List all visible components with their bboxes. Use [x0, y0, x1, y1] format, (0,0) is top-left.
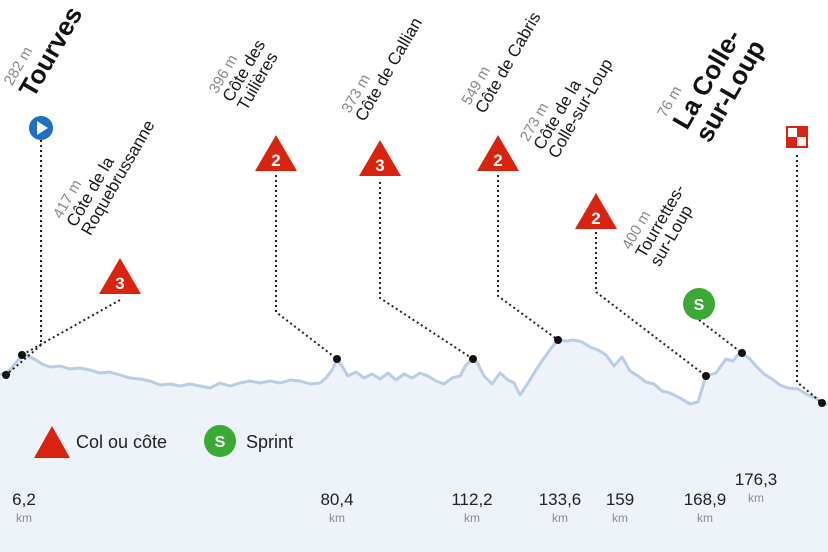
sprint-letter: S — [694, 297, 705, 314]
climb-markers: 3 2 3 2 2 — [99, 135, 617, 294]
km-value-2: 80,4 — [320, 490, 354, 509]
km-marker-3: 112,2 km — [444, 491, 500, 524]
km-unit-3: km — [464, 511, 480, 525]
km-value-5: 159 — [605, 490, 635, 509]
climb-3-leader — [379, 182, 474, 360]
km-marker-6: 168,9 km — [677, 491, 733, 524]
point-sprint — [738, 349, 746, 357]
point-finish — [818, 399, 826, 407]
start-leader — [5, 140, 42, 376]
start-icon — [29, 116, 53, 140]
finish-flag-icon — [786, 126, 808, 148]
km-unit-1: km — [16, 511, 32, 525]
climb-cat-4: 2 — [493, 151, 502, 170]
climb-marker-4: 2 — [477, 135, 519, 171]
km-unit-2: km — [329, 511, 345, 525]
km-marker-5: 159 km — [600, 491, 640, 524]
legend-sprint-letter: S — [215, 434, 226, 451]
km-value-1: 6,2 — [12, 490, 36, 509]
climb-cat-5: 2 — [591, 209, 600, 228]
legend-sprint: Sprint — [246, 426, 293, 458]
profile-points — [2, 336, 826, 407]
km-unit-7: km — [748, 491, 764, 505]
sprint-leader — [698, 319, 743, 354]
climb-4-leader — [497, 175, 559, 341]
point-climb-5 — [702, 372, 710, 380]
km-marker-7: 176,3 km — [728, 471, 784, 504]
point-start — [2, 371, 10, 379]
climb-marker-5: 2 — [575, 193, 617, 229]
sprint-marker: S — [683, 288, 715, 320]
km-unit-4: km — [552, 511, 568, 525]
climb-marker-1: 3 — [99, 258, 141, 294]
climb-5-leader — [595, 232, 707, 377]
legend-climb: Col ou côte — [76, 426, 167, 458]
legend-icons: S — [34, 425, 236, 458]
km-value-4: 133,6 — [538, 490, 582, 509]
km-marker-1: 6,2 km — [2, 491, 46, 524]
climb-marker-3: 3 — [359, 140, 401, 176]
point-climb-3 — [469, 355, 477, 363]
km-value-7: 176,3 — [734, 470, 778, 489]
elevation-line — [0, 338, 828, 407]
leader-lines — [5, 140, 823, 404]
climb-cat-1: 3 — [115, 274, 124, 293]
finish-leader — [796, 155, 823, 404]
climb-2-leader — [275, 175, 338, 360]
legend-triangle-icon — [34, 426, 70, 458]
km-unit-6: km — [697, 511, 713, 525]
climb-cat-2: 2 — [271, 151, 280, 170]
climb-marker-2: 2 — [255, 135, 297, 171]
point-climb-2 — [333, 355, 341, 363]
legend-sprint-icon — [204, 425, 236, 457]
legend-sprint-label: Sprint — [246, 431, 294, 452]
legend-climb-label: Col ou côte — [76, 431, 168, 452]
km-marker-4: 133,6 km — [532, 491, 588, 524]
km-value-3: 112,2 — [451, 490, 493, 509]
km-value-6: 168,9 — [683, 490, 727, 509]
climb-cat-3: 3 — [375, 156, 384, 175]
km-marker-2: 80,4 km — [312, 491, 362, 524]
km-unit-5: km — [612, 511, 628, 525]
point-climb-4 — [554, 336, 562, 344]
point-climb-1 — [18, 351, 26, 359]
climb-1-leader — [21, 299, 121, 356]
elevation-area — [0, 340, 828, 552]
